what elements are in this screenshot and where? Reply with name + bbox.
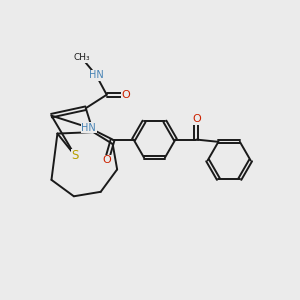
Text: CH₃: CH₃ [73, 53, 90, 62]
Text: O: O [122, 90, 130, 100]
Text: O: O [102, 155, 111, 166]
Text: HN: HN [81, 123, 96, 133]
Text: O: O [192, 114, 201, 124]
Text: S: S [72, 149, 79, 163]
Text: HN: HN [89, 70, 104, 80]
